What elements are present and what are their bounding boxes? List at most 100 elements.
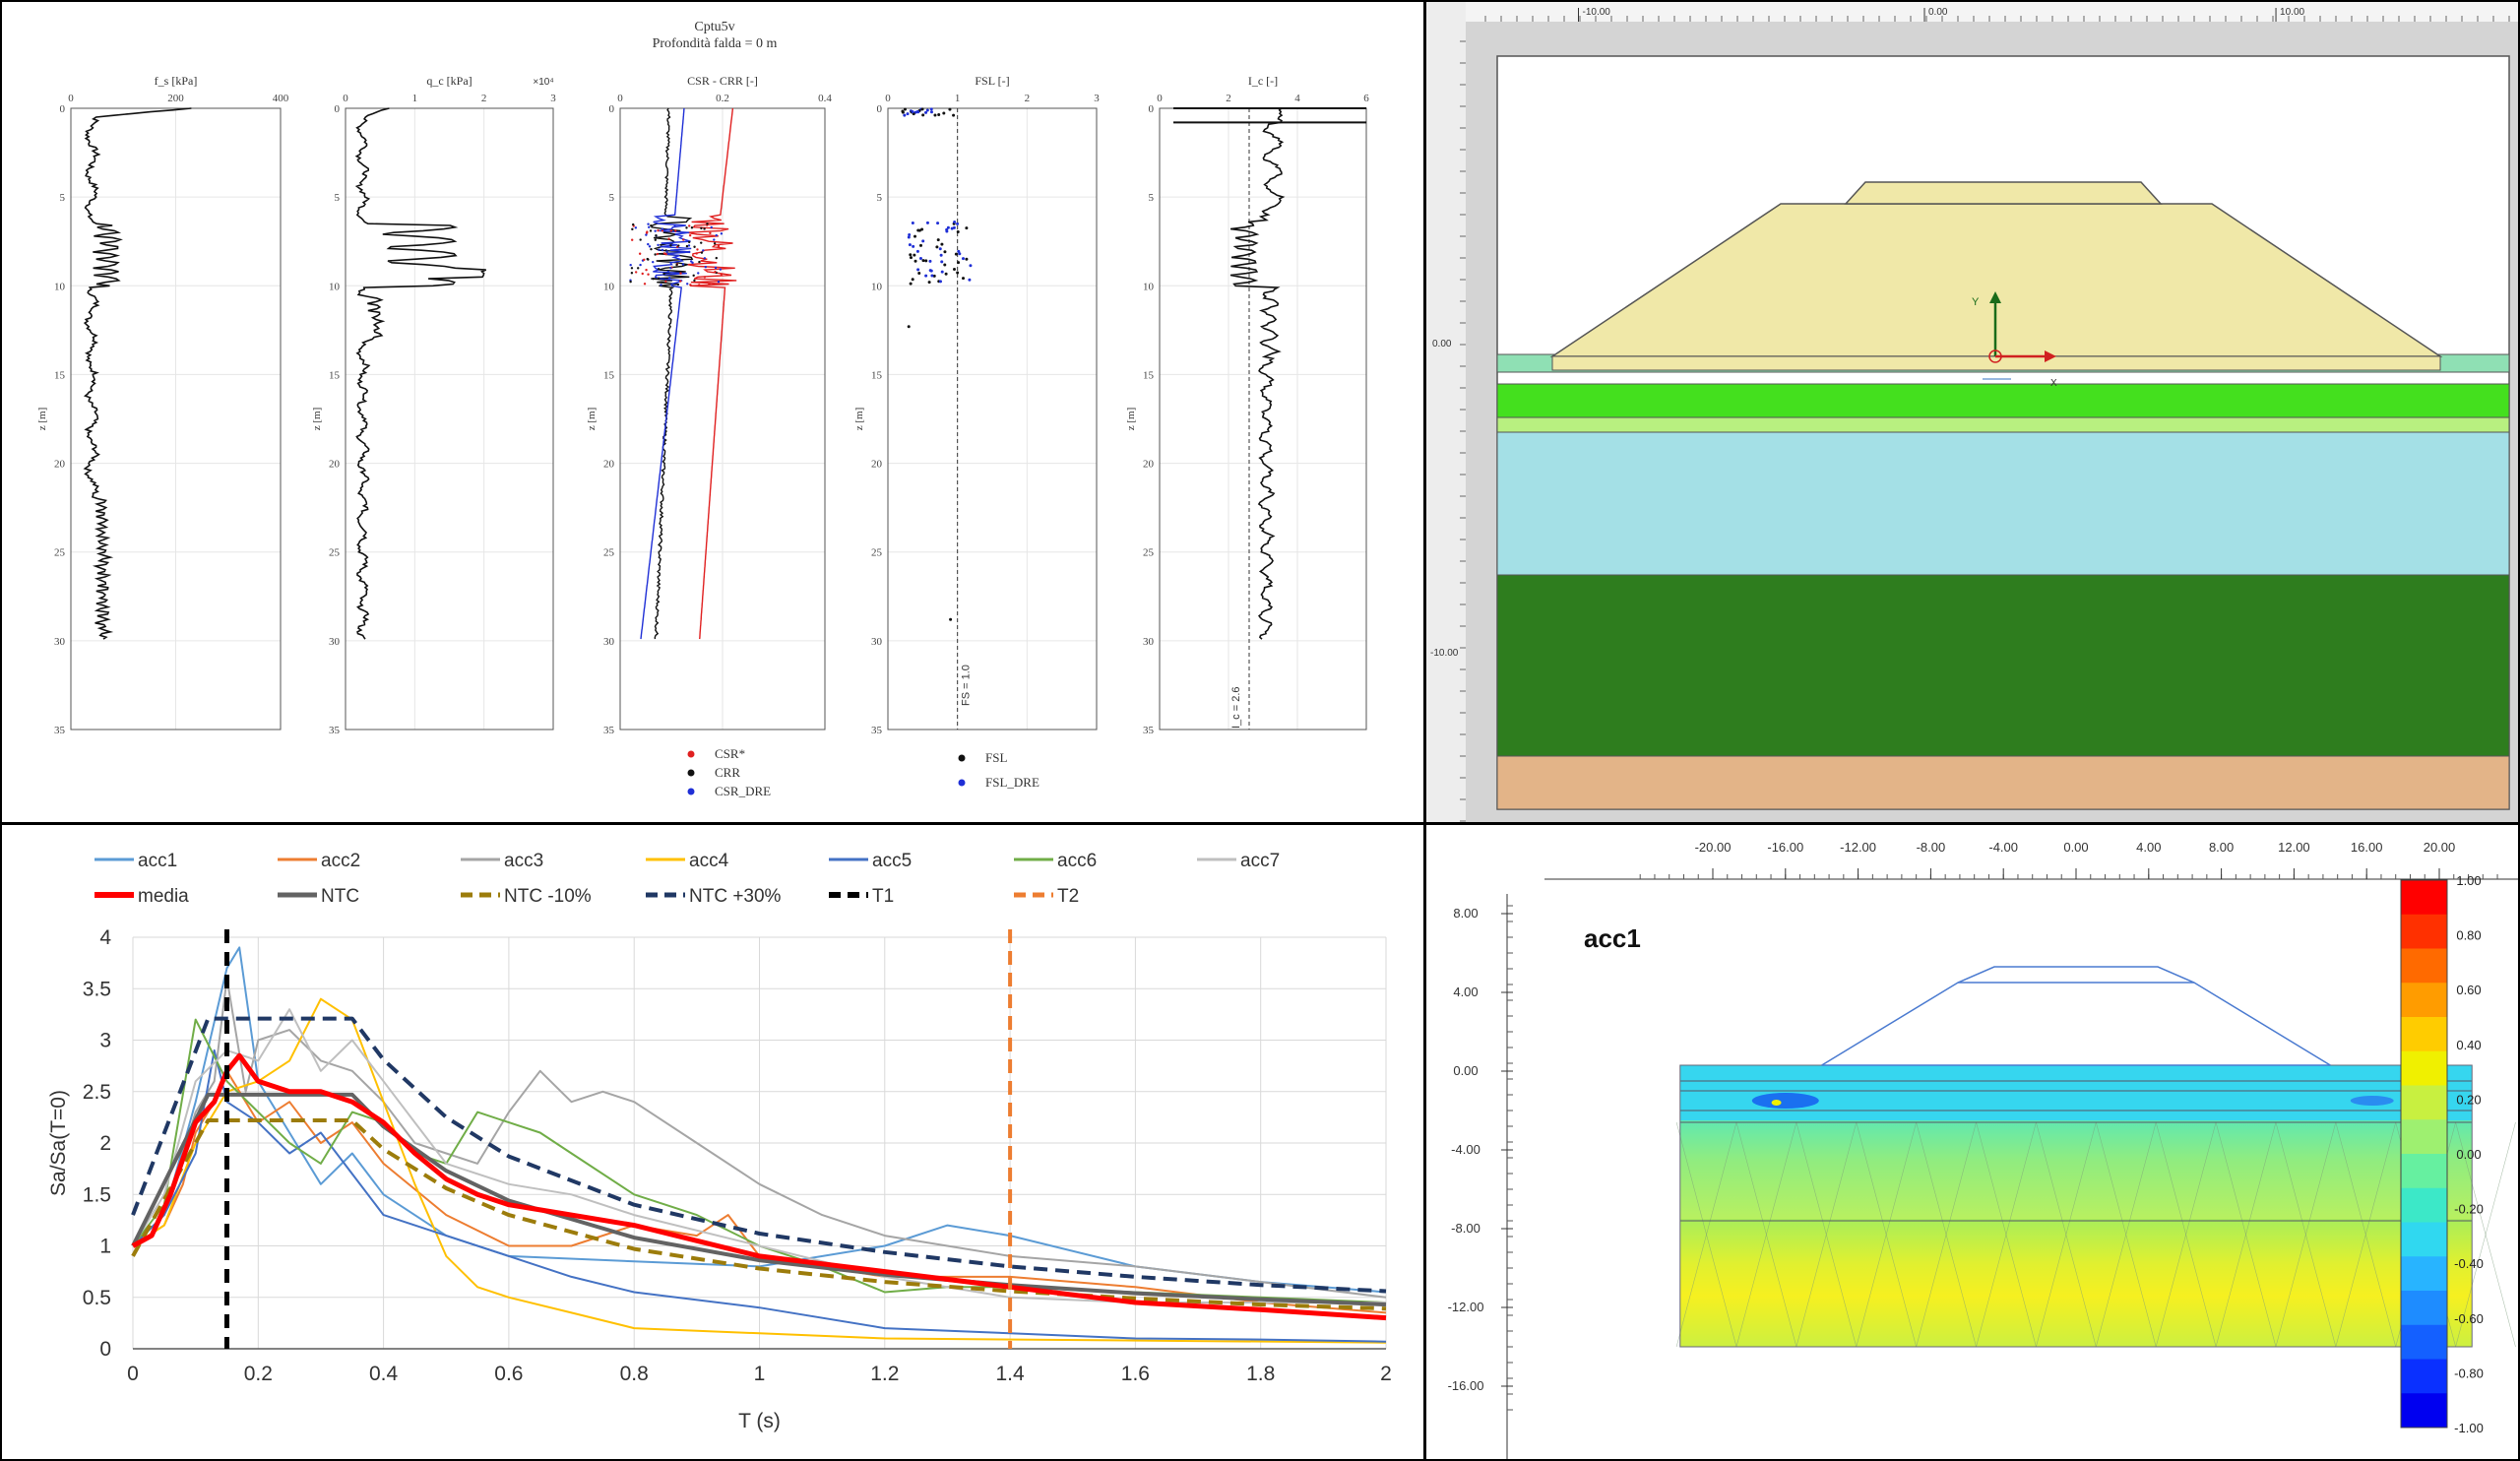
fsl-point xyxy=(952,268,956,272)
legend-label-csr: CSR* xyxy=(715,746,745,761)
z-tick-label: 25 xyxy=(1143,547,1155,559)
legend-marker xyxy=(687,788,695,795)
left-ruler xyxy=(1426,2,1466,822)
csr-scatter-point xyxy=(715,233,718,237)
z-axis-label: z [m] xyxy=(586,408,598,431)
top-ruler-label: 16.00 xyxy=(2351,840,2383,855)
plot-frame xyxy=(1159,107,1367,730)
fsl-point xyxy=(949,617,953,621)
csr-scatter-point xyxy=(657,243,660,247)
csr-scatter-point xyxy=(660,284,662,286)
csr-scatter-point xyxy=(703,276,707,279)
x-axis-arrowhead xyxy=(2045,350,2056,362)
top-ruler-label: -12.00 xyxy=(1840,840,1876,855)
csr-scatter-point xyxy=(688,250,691,254)
x-tick-label: 1.2 xyxy=(870,1363,899,1385)
x-axis-label: I_c [-] xyxy=(1248,74,1278,88)
x-tick-label: 2 xyxy=(1380,1363,1392,1385)
csr-scatter-point xyxy=(690,226,694,229)
fsl-point xyxy=(913,253,916,257)
layer-clay xyxy=(1496,431,2510,576)
csr-scatter-point xyxy=(661,248,664,252)
x-tick-label: 0 xyxy=(617,93,623,104)
csr-scatter-point xyxy=(631,222,635,226)
colorbar-cell xyxy=(2401,880,2447,916)
fsl-point xyxy=(917,271,921,275)
csr-scatter-point xyxy=(669,266,672,270)
x-axis-label: f_s [kPa] xyxy=(155,74,198,88)
cptu-panel: Cptu5v Profondità falda = 0 m 0 200 400 0 5 1… xyxy=(0,0,1425,824)
legend-label: acc7 xyxy=(1240,851,1280,871)
csr-scatter-point xyxy=(687,244,691,247)
colorbar-cell xyxy=(2401,1187,2447,1223)
csr-scatter-point xyxy=(629,280,632,284)
fsl-point xyxy=(953,220,957,223)
z-tick-label: 20 xyxy=(54,459,66,471)
csr-scatter-point xyxy=(676,283,680,286)
csr-scatter-point xyxy=(720,232,724,235)
z-tick-label: 30 xyxy=(329,636,341,648)
csr-scatter-point xyxy=(675,263,678,267)
mesh-line xyxy=(1976,1121,2037,1348)
csr-scatter-point xyxy=(688,224,691,227)
legend-label: NTC -10% xyxy=(504,886,592,907)
z-axis-label: z [m] xyxy=(1125,408,1137,431)
z-axis-label: z [m] xyxy=(36,408,48,431)
z-tick-label: 20 xyxy=(871,459,883,471)
legend-label: acc1 xyxy=(138,851,177,871)
fsl-point xyxy=(921,113,925,117)
mesh-line xyxy=(1675,1121,1737,1348)
y-tick-label: 1 xyxy=(99,1236,111,1258)
mesh-line xyxy=(2335,1121,2397,1348)
fsl-point xyxy=(925,221,929,224)
plot-frame xyxy=(345,107,554,730)
colorbar-label: 0.20 xyxy=(2456,1092,2481,1107)
left-ruler-label: -8.00 xyxy=(1451,1221,1480,1236)
fem-geometry: -10.00 0.00 10.00 0.00 -10.00 Y X xyxy=(1426,2,2518,822)
z-tick-label: 5 xyxy=(60,192,66,204)
csr-scatter-point xyxy=(703,227,706,230)
top-ruler-label: -16.00 xyxy=(1767,840,1803,855)
fsl-point xyxy=(956,229,960,233)
csr-scatter-point xyxy=(647,273,650,276)
fsl-point xyxy=(907,235,911,239)
fsl-point xyxy=(961,257,965,261)
csr-scatter-point xyxy=(657,268,661,271)
x-tick-label: 0.8 xyxy=(620,1363,649,1385)
colorbar-label: -0.60 xyxy=(2454,1311,2484,1326)
series-line-ntc xyxy=(131,1092,1387,1307)
mesh-line xyxy=(1796,1121,1858,1348)
z-tick-label: 30 xyxy=(603,636,615,648)
csr-scatter-point xyxy=(662,272,665,276)
x-tick-label: 0 xyxy=(343,93,348,104)
colorbar-label: 0.00 xyxy=(2456,1147,2481,1162)
csr-scatter-point xyxy=(645,233,648,236)
legend-label: acc3 xyxy=(504,851,543,871)
csr-scatter-point xyxy=(695,252,698,255)
z-tick-label: 15 xyxy=(54,369,66,381)
fsl-point xyxy=(942,111,946,115)
fsl-point xyxy=(916,110,920,114)
colorbar-cell xyxy=(2401,1017,2447,1052)
ic-reference-label: I_c = 2.6 xyxy=(1230,686,1242,729)
csr-scatter-point xyxy=(686,283,689,286)
series-line-media xyxy=(131,1052,1387,1321)
mesh-line xyxy=(2096,1121,2157,1348)
cptu-plot-fs: 0 200 400 0 5 10 15 20 25 30 35 f_s [kPa] z [m] xyxy=(36,74,289,736)
csr-scatter-point xyxy=(669,229,672,232)
top-ruler-label: -8.00 xyxy=(1917,840,1946,855)
csr-star-profile xyxy=(686,107,737,640)
x-tick-label: 2 xyxy=(481,93,487,104)
fsl-point xyxy=(933,113,937,117)
z-tick-label: 25 xyxy=(871,547,883,559)
fsl-point xyxy=(911,110,914,114)
csr-scatter-point xyxy=(698,260,701,264)
x-tick-label: 6 xyxy=(1363,93,1369,104)
fsl-point xyxy=(928,259,932,263)
colorbar-cell xyxy=(2401,1324,2447,1360)
csr-scatter-point xyxy=(692,274,695,278)
x-tick-label: 1.4 xyxy=(995,1363,1025,1385)
csr-scatter-point xyxy=(654,229,657,232)
fsl-point xyxy=(952,113,956,117)
